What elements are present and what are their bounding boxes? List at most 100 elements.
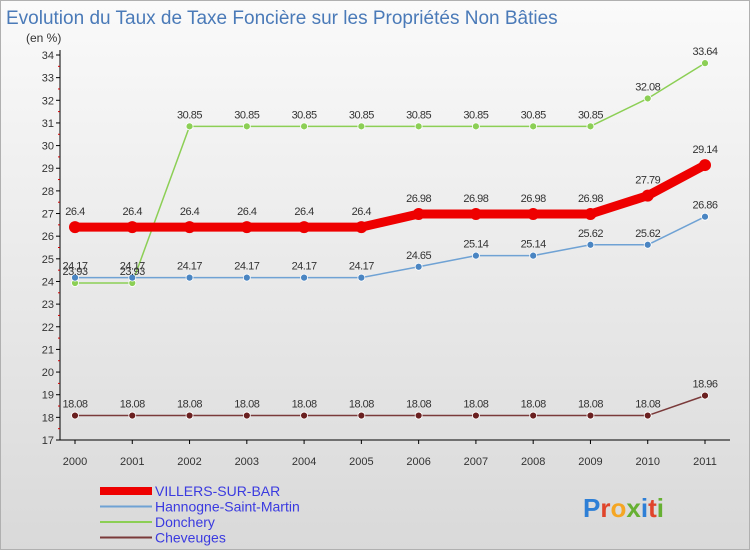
data-point xyxy=(643,240,652,249)
data-point xyxy=(643,94,652,103)
data-point xyxy=(643,411,652,420)
data-label: 25.14 xyxy=(521,239,546,251)
x-tick-label: 2000 xyxy=(63,456,87,468)
data-point xyxy=(69,221,81,234)
data-label: 24.17 xyxy=(120,261,145,273)
proxiti-logo: Proxiti xyxy=(583,493,664,523)
legend-label: Cheveuges xyxy=(155,530,226,546)
proxiti-logo-text: Proxiti xyxy=(583,493,664,523)
x-tick-label: 2011 xyxy=(693,456,717,468)
series-line xyxy=(74,215,706,279)
data-point xyxy=(300,273,308,282)
data-label: 18.08 xyxy=(521,399,546,411)
data-label: 30.85 xyxy=(292,109,317,121)
data-point xyxy=(584,207,597,220)
data-label: 25.62 xyxy=(635,228,660,240)
y-axis-label: (en %) xyxy=(26,31,61,45)
data-label: 30.85 xyxy=(578,109,603,121)
data-point xyxy=(357,273,366,282)
data-point xyxy=(701,391,709,400)
data-label: 30.85 xyxy=(521,109,546,121)
y-tick-label: 28 xyxy=(42,186,54,198)
y-tick-label: 33 xyxy=(42,73,54,85)
y-tick-label: 24 xyxy=(42,276,54,288)
y-tick-label: 19 xyxy=(42,390,54,402)
data-label: 33.64 xyxy=(692,46,717,58)
y-tick-label: 17 xyxy=(42,435,54,447)
legend-label: VILLERS-SUR-BAR xyxy=(155,483,280,499)
y-tick-label: 29 xyxy=(42,163,54,175)
y-tick-label: 34 xyxy=(42,50,54,62)
data-label: 27.79 xyxy=(635,175,660,187)
series-hannogne-saint-martin xyxy=(71,212,709,282)
data-label: 26.86 xyxy=(692,200,717,212)
series-line xyxy=(74,394,706,417)
series-line xyxy=(74,62,706,284)
data-label: 26.4 xyxy=(123,206,143,218)
data-label: 26.4 xyxy=(65,206,85,218)
data-label: 18.08 xyxy=(177,399,202,411)
data-point xyxy=(126,221,139,234)
legend-item: Cheveuges xyxy=(100,530,226,546)
y-tick-label: 32 xyxy=(42,95,54,107)
data-point xyxy=(128,273,137,282)
series-cheveuges xyxy=(71,391,709,420)
data-label: 29.14 xyxy=(692,144,717,156)
data-point xyxy=(242,273,251,282)
data-label: 26.4 xyxy=(237,206,257,218)
data-point xyxy=(529,251,538,260)
legend-label: Hannogne-Saint-Martin xyxy=(155,499,300,515)
series-villers-sur-bar xyxy=(69,159,711,234)
data-point xyxy=(300,122,308,131)
data-point xyxy=(128,411,137,420)
data-label: 26.98 xyxy=(578,193,603,205)
data-point xyxy=(300,411,308,420)
data-point xyxy=(586,122,595,131)
data-label: 30.85 xyxy=(234,109,259,121)
data-label: 24.65 xyxy=(406,250,431,262)
data-label: 18.96 xyxy=(692,379,717,391)
y-tick-label: 31 xyxy=(42,118,54,130)
data-point xyxy=(586,411,595,420)
data-label: 24.17 xyxy=(292,261,317,273)
y-tick-label: 23 xyxy=(42,299,54,311)
data-label: 32.08 xyxy=(635,81,660,93)
data-label: 30.85 xyxy=(463,109,488,121)
legend-item: Hannogne-Saint-Martin xyxy=(100,499,300,515)
data-label: 24.17 xyxy=(177,261,202,273)
legend-label: Donchery xyxy=(155,514,215,530)
data-point xyxy=(240,221,253,234)
legend-item: VILLERS-SUR-BAR xyxy=(100,483,280,499)
x-tick-label: 2008 xyxy=(521,456,545,468)
data-label: 24.17 xyxy=(234,261,259,273)
data-point xyxy=(414,411,423,420)
data-label: 23.93 xyxy=(62,266,87,278)
x-tick-label: 2006 xyxy=(406,456,430,468)
data-label: 24.17 xyxy=(349,261,374,273)
y-tick-label: 25 xyxy=(42,254,54,266)
data-label: 30.85 xyxy=(177,109,202,121)
data-point xyxy=(298,221,311,234)
y-tick-label: 27 xyxy=(42,209,54,221)
series-line xyxy=(70,160,710,232)
data-point xyxy=(242,122,251,131)
x-tick-label: 2001 xyxy=(120,456,144,468)
y-tick-label: 20 xyxy=(42,367,54,379)
data-label: 30.85 xyxy=(349,109,374,121)
data-point xyxy=(183,221,196,234)
data-point xyxy=(529,411,538,420)
data-label: 26.98 xyxy=(521,193,546,205)
x-tick-label: 2004 xyxy=(292,456,316,468)
data-point xyxy=(701,212,709,221)
y-tick-label: 22 xyxy=(42,322,54,334)
data-point xyxy=(641,189,654,202)
data-label: 26.98 xyxy=(463,193,488,205)
legend: VILLERS-SUR-BARHannogne-Saint-MartinDonc… xyxy=(100,483,300,546)
data-label: 25.62 xyxy=(578,228,603,240)
data-point xyxy=(527,207,540,220)
axes: 17 18 19 20 21 22 23 24 25 26 27 28 29 30 31 32 33 34 2000… xyxy=(42,50,730,468)
chart-title: Evolution du Taux de Taxe Foncière sur l… xyxy=(6,8,558,29)
data-label: 18.08 xyxy=(635,399,660,411)
data-point xyxy=(242,411,251,420)
